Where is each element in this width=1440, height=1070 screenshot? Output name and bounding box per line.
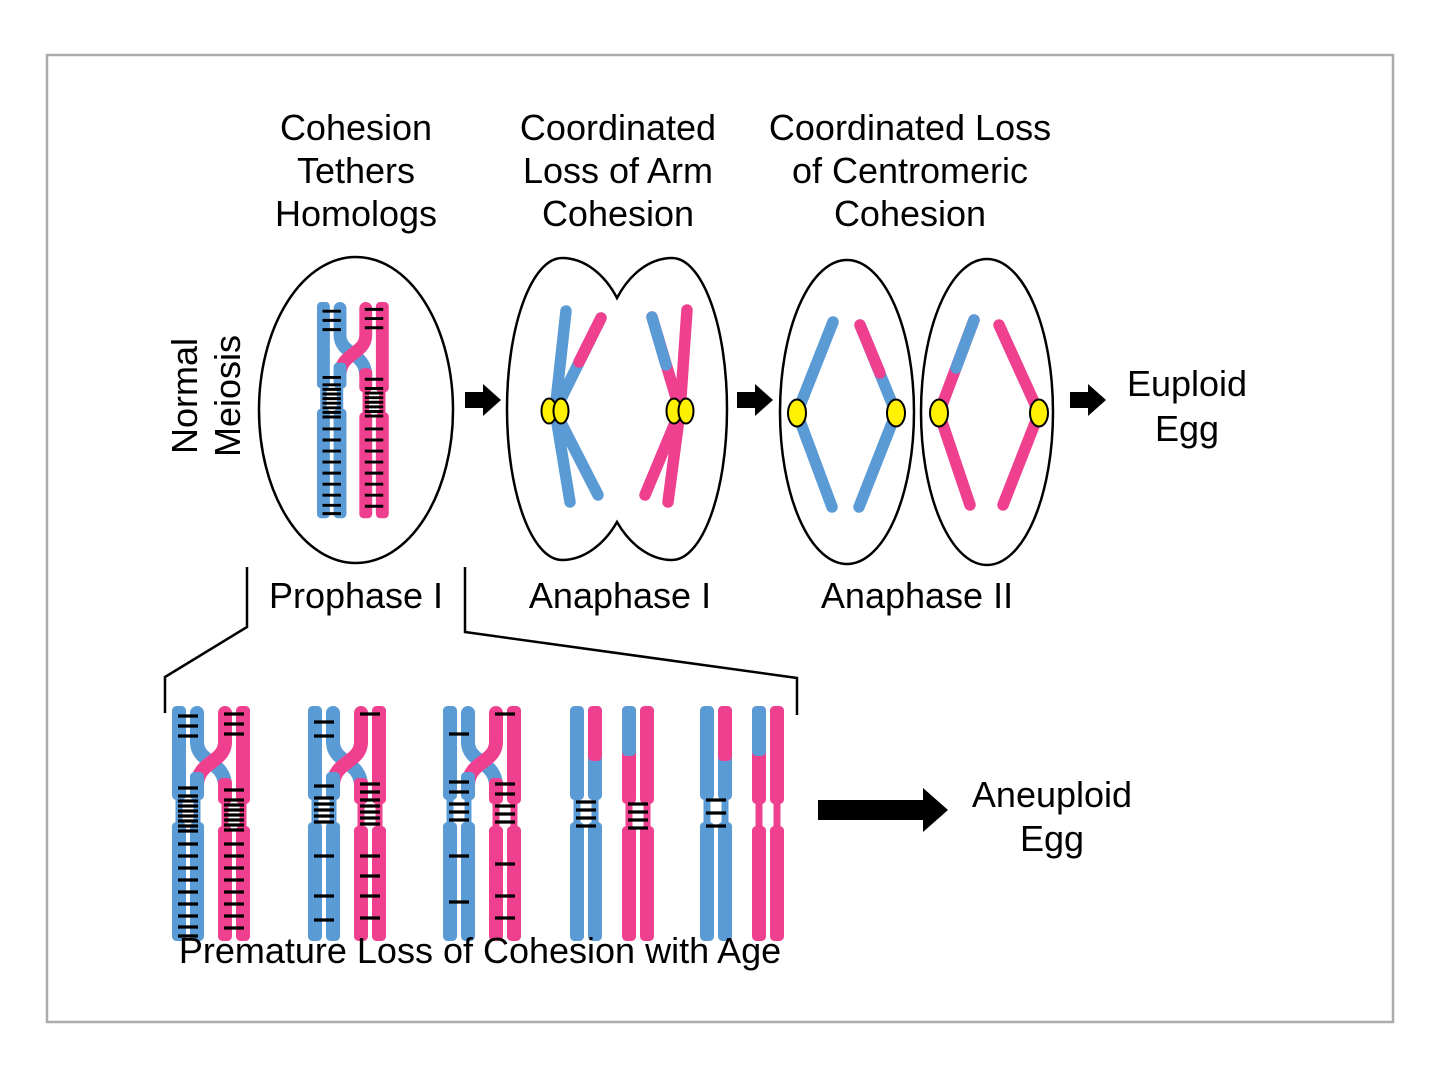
arrow-anaphase1-to-anaphase2 xyxy=(737,384,773,416)
anaphase1-label: Anaphase I xyxy=(529,575,711,616)
anaphase1-header-line1: Coordinated xyxy=(520,107,716,148)
row-label-line2: Meiosis xyxy=(207,335,248,457)
arrow-to-aneuploid xyxy=(818,788,948,832)
prophase-header-line1: Cohesion xyxy=(280,107,432,148)
prophase-header-line3: Homologs xyxy=(275,193,437,234)
anaphase1-blue-homolog xyxy=(540,305,607,508)
anaphase1-header-line2: Loss of Arm xyxy=(523,150,713,191)
anaphase2-cell-right-outline xyxy=(919,257,1055,567)
aged-bivalent-1 xyxy=(172,706,250,941)
anaphase1-header-line3: Cohesion xyxy=(542,193,694,234)
row-label-normal-meiosis: Normal Meiosis xyxy=(164,335,248,457)
recombinant-pink-tip xyxy=(573,312,607,368)
centromere-icon xyxy=(929,398,949,428)
anaphase2-right-cell-chromatids xyxy=(929,314,1049,511)
prophase-header-line2: Tethers xyxy=(297,150,415,191)
euploid-egg-label-line1: Euploid xyxy=(1127,363,1247,404)
centromere-icon xyxy=(1029,398,1049,428)
anaphase1-chromosomes xyxy=(540,304,695,508)
aged-pair-5 xyxy=(700,706,784,941)
aged-pair-4 xyxy=(570,706,654,941)
zoom-connector-left xyxy=(163,567,249,713)
aneuploid-egg-label-line1: Aneuploid xyxy=(972,774,1132,815)
stage-headers: Cohesion Tethers Homologs Coordinated Lo… xyxy=(275,107,1051,234)
anaphase1-pink-homolog xyxy=(639,304,695,508)
bivalents-layer xyxy=(172,302,784,941)
bottom-caption: Premature Loss of Cohesion with Age xyxy=(179,930,781,971)
prophase-cell-outline xyxy=(257,255,455,565)
centromere-icon xyxy=(787,398,807,428)
prophase-label: Prophase I xyxy=(269,575,443,616)
arrow-prophase-to-anaphase1 xyxy=(465,384,501,416)
recombinant-blue-tip xyxy=(646,311,672,371)
anaphase2-header-line1: Coordinated Loss xyxy=(769,107,1051,148)
anaphase1-cell-outline xyxy=(505,256,729,562)
centromere-icon xyxy=(677,397,695,425)
zoom-connector-right xyxy=(463,567,799,715)
aged-bivalent-2 xyxy=(308,706,386,941)
aged-bivalent-3 xyxy=(443,706,521,941)
arrow-anaphase2-to-euploid xyxy=(1070,384,1106,416)
prophase-bivalent xyxy=(317,302,389,519)
row-label-line1: Normal xyxy=(164,338,205,454)
euploid-egg-label-line2: Egg xyxy=(1155,408,1219,449)
aneuploid-egg-label-line2: Egg xyxy=(1020,818,1084,859)
anaphase2-header-line2: of Centromeric xyxy=(792,150,1028,191)
anaphase2-cell-left-outline xyxy=(778,258,916,566)
recombinant-pink-tip xyxy=(854,319,886,379)
centromere-icon xyxy=(552,397,570,425)
recombinant-blue-tip xyxy=(950,314,980,374)
centromere-icon xyxy=(886,398,906,428)
anaphase2-chromosomes xyxy=(787,314,1049,513)
anaphase2-header-line3: Cohesion xyxy=(834,193,986,234)
anaphase2-left-cell-chromatids xyxy=(787,316,906,513)
anaphase2-label: Anaphase II xyxy=(821,575,1013,616)
